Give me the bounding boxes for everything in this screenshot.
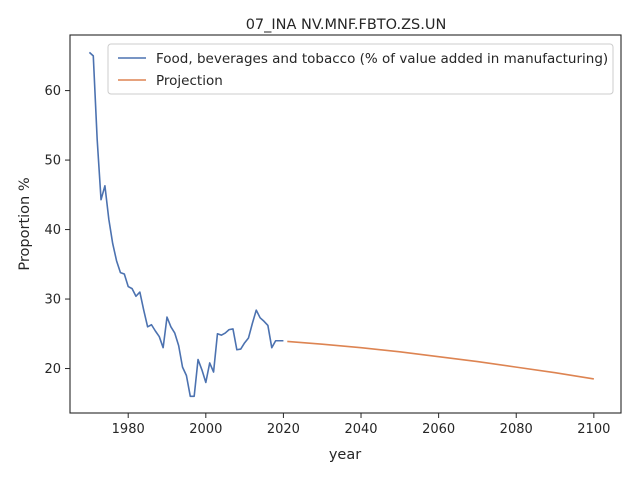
legend-label-historical: Food, beverages and tobacco (% of value … (156, 51, 608, 67)
y-tick-label: 30 (44, 293, 61, 308)
y-tick-label: 60 (44, 84, 61, 99)
x-tick-label: 2020 (267, 422, 300, 437)
y-tick-label: 40 (44, 223, 61, 238)
y-tick-label: 50 (44, 154, 61, 169)
chart-title: 07_INA NV.MNF.FBTO.ZS.UN (246, 17, 447, 33)
legend-label-projection: Projection (156, 73, 223, 89)
plot-frame (69, 34, 622, 414)
x-tick-label: 1980 (112, 422, 145, 437)
y-axis-label: Proportion % (17, 177, 33, 270)
plot-area (69, 34, 622, 414)
x-tick-label: 2080 (500, 422, 533, 437)
legend: Food, beverages and tobacco (% of value … (107, 43, 614, 95)
historical-series-line (88, 51, 284, 398)
y-axis: 20 30 40 50 60 (44, 84, 70, 377)
x-tick-label: 2100 (577, 422, 610, 437)
x-tick-label: 2040 (344, 422, 377, 437)
series-lines (88, 51, 594, 398)
y-tick-label: 20 (44, 362, 61, 377)
x-tick-label: 2000 (189, 422, 222, 437)
x-axis-label: year (329, 447, 361, 463)
x-axis: 1980 2000 2020 2040 2060 2080 2100 (112, 413, 610, 437)
legend-box (107, 43, 614, 95)
x-tick-label: 2060 (422, 422, 455, 437)
projection-series-line (287, 340, 594, 380)
